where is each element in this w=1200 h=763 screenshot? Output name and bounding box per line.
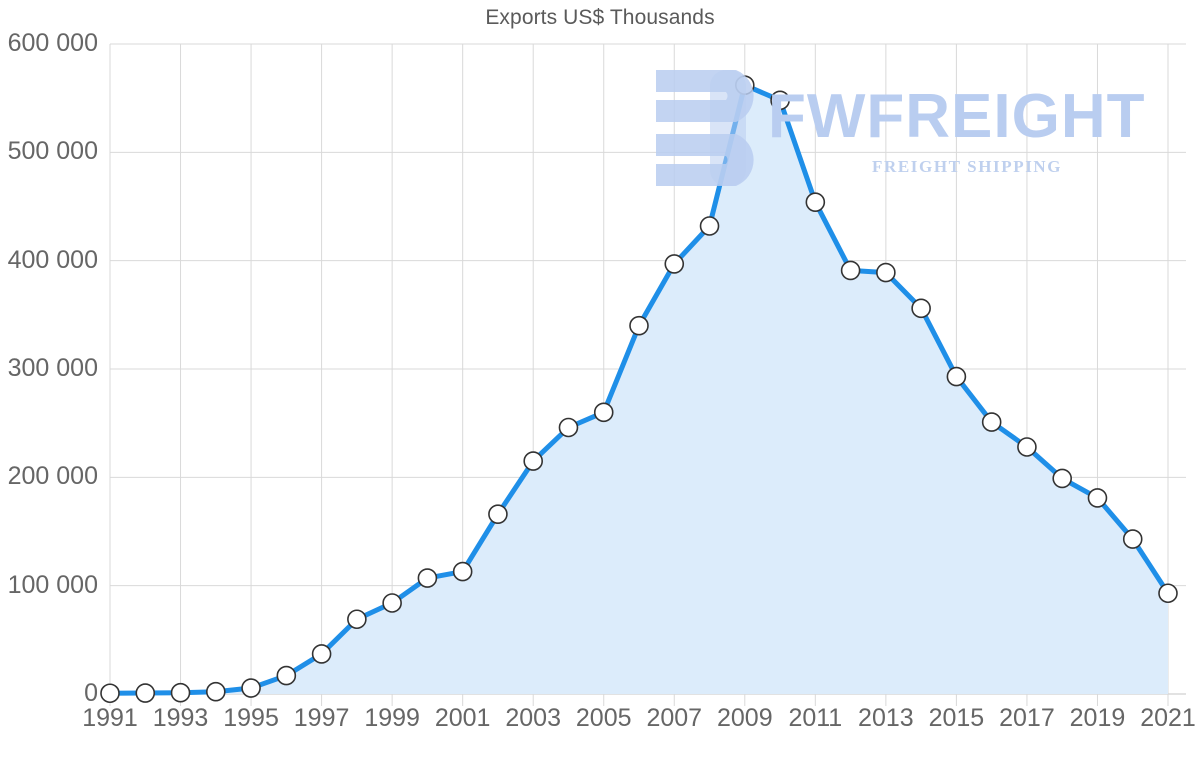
data-point-marker[interactable] bbox=[699, 216, 720, 236]
data-point-marker[interactable] bbox=[805, 192, 826, 212]
data-point-marker[interactable] bbox=[488, 504, 508, 524]
data-point-marker[interactable] bbox=[629, 315, 649, 336]
data-point-marker[interactable] bbox=[840, 260, 861, 281]
data-point-marker[interactable] bbox=[770, 90, 790, 111]
data-point-marker[interactable] bbox=[664, 254, 685, 274]
x-axis-tick-label: 1995 bbox=[223, 704, 279, 732]
x-axis-tick-label: 2003 bbox=[505, 704, 561, 732]
x-axis-tick-label: 2011 bbox=[788, 704, 843, 732]
x-axis-tick-label: 1993 bbox=[152, 704, 209, 732]
data-point-marker[interactable] bbox=[347, 609, 367, 630]
y-axis-tick-label: 500 000 bbox=[7, 137, 98, 166]
data-point-marker[interactable] bbox=[452, 561, 473, 582]
data-point-marker[interactable] bbox=[1122, 529, 1143, 549]
data-point-marker[interactable] bbox=[876, 262, 896, 283]
y-axis-tick-label: 100 000 bbox=[7, 570, 98, 599]
y-axis-tick-label: 300 000 bbox=[7, 354, 98, 382]
data-point-marker[interactable] bbox=[558, 417, 579, 438]
x-axis-tick-label: 2005 bbox=[575, 704, 632, 732]
x-axis-tick-label: 2007 bbox=[646, 704, 703, 732]
data-point-marker[interactable] bbox=[311, 644, 332, 664]
x-axis-tick-label: 2021 bbox=[1140, 704, 1196, 732]
area-fill-path bbox=[110, 85, 1168, 695]
series-markers bbox=[100, 75, 1178, 704]
y-axis-tick-label: 400 000 bbox=[7, 245, 98, 274]
data-point-marker[interactable] bbox=[135, 683, 156, 703]
data-point-marker[interactable] bbox=[206, 681, 226, 702]
x-axis-tick-label: 2015 bbox=[928, 704, 985, 732]
data-point-marker[interactable] bbox=[170, 682, 191, 703]
x-axis-tick-label: 2019 bbox=[1069, 704, 1126, 732]
y-axis-tick-label: 0 bbox=[84, 679, 98, 707]
x-axis-tick-label: 2009 bbox=[716, 704, 773, 732]
data-point-marker[interactable] bbox=[1017, 437, 1037, 457]
data-point-marker[interactable] bbox=[946, 366, 967, 387]
data-point-marker[interactable] bbox=[241, 678, 261, 698]
y-axis-tick-label: 200 000 bbox=[7, 462, 98, 491]
x-axis-tick-label: 1991 bbox=[82, 704, 138, 732]
chart-title: Exports US$ Thousands bbox=[485, 6, 715, 29]
y-axis-tick-label: 600 000 bbox=[7, 29, 98, 57]
series-area-fill bbox=[110, 85, 1168, 695]
data-point-marker[interactable] bbox=[593, 402, 614, 423]
y-axis-tick-labels: 0 100 000 200 000 300 000 400 000 500 000 600 … bbox=[0, 0, 98, 763]
data-point-marker[interactable] bbox=[382, 593, 402, 613]
x-axis-tick-label: 2001 bbox=[434, 704, 491, 732]
data-point-marker[interactable] bbox=[276, 665, 297, 686]
data-point-marker[interactable] bbox=[100, 683, 120, 704]
data-point-marker[interactable] bbox=[1158, 583, 1178, 604]
data-point-marker[interactable] bbox=[911, 298, 931, 319]
data-point-marker[interactable] bbox=[981, 412, 1002, 432]
data-point-marker[interactable] bbox=[417, 568, 438, 588]
x-axis-tick-label: 2013 bbox=[858, 704, 914, 732]
x-axis-tick-label: 1997 bbox=[293, 704, 350, 732]
data-point-marker[interactable] bbox=[523, 451, 544, 471]
x-axis-tick-label: 1999 bbox=[364, 704, 420, 732]
data-point-marker[interactable] bbox=[1052, 468, 1072, 489]
x-axis-tick-label: 2017 bbox=[999, 704, 1055, 732]
data-point-marker[interactable] bbox=[1087, 488, 1108, 508]
